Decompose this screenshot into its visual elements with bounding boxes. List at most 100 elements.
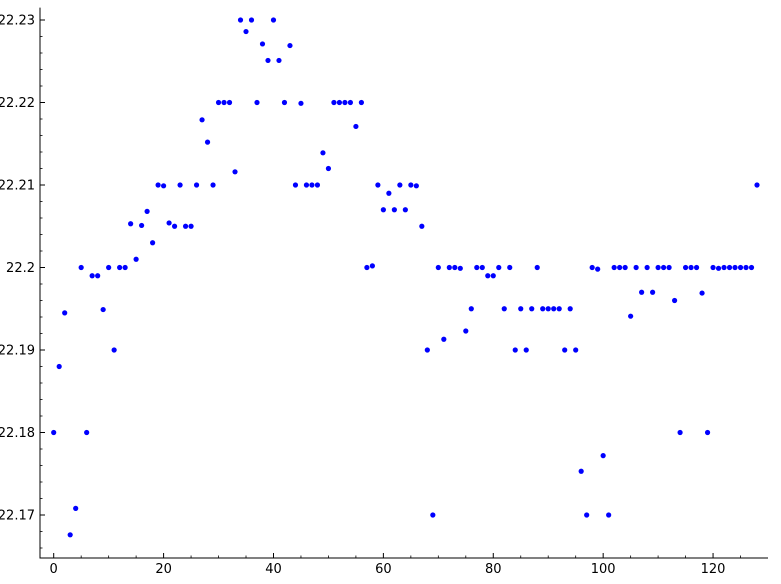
x-tick-label: 20	[155, 562, 172, 577]
data-point	[160, 183, 167, 189]
data-point	[380, 207, 386, 213]
data-point	[342, 99, 348, 106]
tick-labels: 0 20 40 60 80 100 120 22.17 22.18 22.19 22.2 22.21 2…	[0, 14, 725, 578]
data-point	[699, 290, 705, 296]
data-point	[237, 17, 244, 23]
data-point	[303, 182, 310, 188]
data-point	[490, 273, 496, 279]
data-point	[446, 264, 452, 271]
y-tick-label: 22.23	[0, 14, 35, 29]
y-tick-label: 22.2	[6, 261, 35, 276]
data-point	[540, 306, 546, 312]
data-point	[78, 264, 84, 271]
data-point	[95, 273, 101, 279]
data-point	[617, 264, 623, 271]
data-point	[628, 313, 634, 319]
data-point	[111, 347, 117, 353]
data-point	[402, 207, 408, 213]
data-point	[210, 182, 216, 188]
data-point	[682, 264, 689, 271]
data-point	[441, 336, 447, 342]
y-tick-label: 22.17	[0, 509, 35, 524]
data-point	[204, 139, 211, 145]
data-point	[655, 264, 661, 271]
x-tick-label: 40	[265, 562, 282, 577]
data-point	[84, 429, 90, 436]
data-point	[122, 264, 128, 271]
data-point	[523, 347, 529, 353]
data-point	[518, 306, 524, 312]
data-point	[606, 512, 612, 518]
data-point	[254, 99, 260, 106]
data-point	[215, 99, 222, 106]
data-point	[232, 169, 238, 175]
data-point	[710, 264, 716, 271]
data-point	[633, 264, 639, 271]
data-point	[56, 363, 62, 370]
data-point	[644, 264, 650, 271]
data-point	[386, 190, 392, 196]
x-tick-label: 100	[591, 562, 616, 577]
data-point	[562, 347, 568, 353]
chart-axes	[39, 7, 768, 559]
data-point	[100, 306, 106, 313]
data-point	[567, 306, 573, 312]
data-point	[721, 264, 727, 271]
data-point	[754, 182, 760, 188]
data-point	[650, 289, 656, 295]
data-point	[375, 182, 381, 188]
data-point	[331, 99, 337, 106]
data-point	[397, 182, 403, 188]
y-tick-label: 22.21	[0, 179, 35, 194]
data-point	[430, 512, 436, 518]
data-point	[704, 429, 711, 436]
data-point	[292, 182, 299, 188]
data-point	[276, 57, 282, 64]
data-point	[573, 347, 579, 353]
data-point	[737, 264, 744, 271]
data-point	[589, 264, 595, 271]
data-point	[715, 265, 722, 271]
data-point	[584, 512, 590, 518]
data-point	[452, 264, 458, 271]
data-point	[600, 453, 606, 459]
data-point	[485, 273, 491, 279]
data-point	[89, 273, 95, 279]
data-point	[221, 99, 227, 106]
y-tick-label: 22.22	[0, 96, 35, 111]
data-point	[468, 306, 474, 312]
data-point	[336, 99, 343, 106]
data-point	[666, 264, 672, 271]
data-point	[226, 99, 233, 106]
data-point	[182, 223, 189, 229]
data-point	[199, 117, 205, 123]
data-point	[556, 306, 562, 312]
data-point	[534, 264, 540, 271]
data-points	[51, 17, 760, 538]
y-tick-label: 22.18	[0, 426, 35, 441]
data-point	[106, 264, 112, 271]
data-point	[479, 264, 485, 271]
data-point	[419, 223, 425, 229]
data-point	[287, 42, 293, 49]
y-tick-label: 22.19	[0, 344, 35, 359]
data-point	[408, 182, 414, 188]
data-point	[133, 256, 139, 262]
data-point	[413, 183, 419, 189]
data-point	[671, 297, 678, 304]
data-point	[463, 328, 469, 334]
data-point	[595, 266, 601, 272]
data-point	[314, 182, 321, 188]
data-point	[578, 468, 584, 474]
x-tick-label: 120	[701, 562, 726, 577]
data-point	[117, 264, 123, 271]
data-point	[166, 220, 172, 226]
data-point	[474, 264, 480, 271]
data-point	[496, 264, 502, 271]
data-point	[743, 264, 749, 271]
x-tick-label: 80	[485, 562, 502, 577]
data-point	[748, 264, 755, 271]
data-point	[265, 57, 271, 64]
data-point	[545, 306, 551, 312]
